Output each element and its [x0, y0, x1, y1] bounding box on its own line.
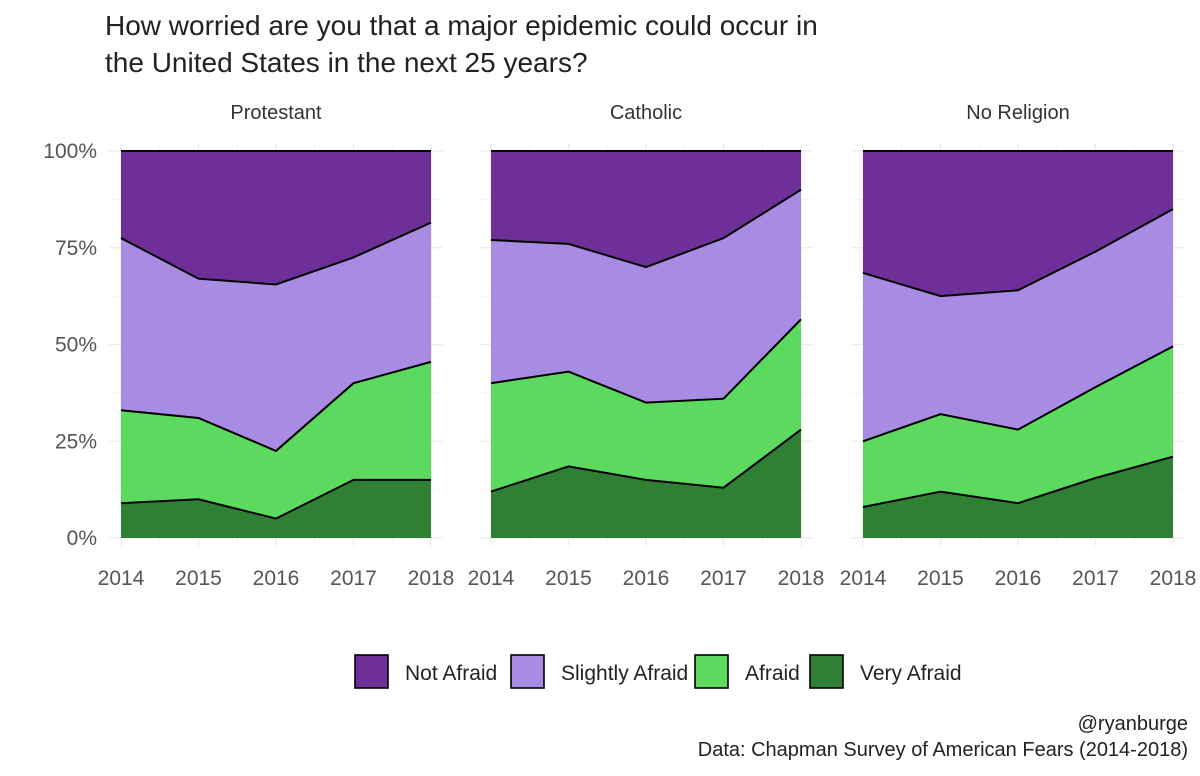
area-very-afraid [863, 456, 1173, 538]
boundary-line-very-afraid [120, 478, 431, 520]
x-tick-label: 2016 [623, 567, 670, 590]
area-very-afraid [491, 429, 801, 538]
boundary-line-afraid [490, 318, 802, 404]
boundary-line-very-afraid [862, 455, 1174, 508]
caption-source: Data: Chapman Survey of American Fears (… [698, 739, 1188, 761]
x-tick-label: 2016 [253, 567, 300, 590]
legend-swatch-slightly-afraid [510, 654, 545, 689]
legend-item-afraid: Afraid [694, 654, 800, 689]
areas [490, 150, 802, 538]
area-slightly-afraid [863, 209, 1173, 442]
area-slightly-afraid [491, 189, 801, 403]
boundary-line-very-afraid [490, 428, 802, 493]
boundary-line-afraid [120, 360, 432, 453]
chart-title-line-1: How worried are you that a major epidemi… [105, 10, 818, 41]
boundary-line-slightly-afraid [120, 221, 432, 286]
legend-label-slightly-afraid: Slightly Afraid [561, 662, 688, 685]
x-tick-label: 2014 [468, 567, 515, 590]
x-tick-label: 2016 [995, 567, 1042, 590]
x-tick-label: 2014 [98, 567, 145, 590]
y-tick-label: 100% [43, 140, 97, 163]
area-not-afraid [863, 151, 1173, 297]
legend-label-not-afraid: Not Afraid [405, 662, 497, 685]
boundary-line-afraid [862, 345, 1174, 443]
facet-panel-catholic: Catholic 2014 2015 2016 2017 2018 [468, 102, 825, 590]
x-tick-label: 2014 [840, 567, 887, 590]
y-tick-label: 50% [55, 334, 97, 357]
x-tick-label: 2015 [917, 567, 964, 590]
boundary-line-slightly-afraid [490, 188, 802, 269]
x-tick-label: 2017 [700, 567, 747, 590]
chart-title-line-2: the United States in the next 25 years? [105, 47, 588, 78]
legend-label-afraid: Afraid [745, 662, 800, 685]
facet-label-catholic: Catholic [610, 102, 682, 124]
x-tick-label: 2017 [1072, 567, 1119, 590]
facet-panels: Protestant 2014 2015 2016 2017 2018 0% 25% 50% 75… [43, 102, 1196, 590]
legend: Not Afraid Slightly Afraid Afraid Very Afra… [354, 654, 962, 689]
facet-panel-protestant: Protestant 2014 2015 2016 2017 2018 0% 25% 50% 75… [43, 102, 454, 590]
legend-item-very-afraid: Very Afraid [809, 654, 962, 689]
x-tick-label: 2015 [545, 567, 592, 590]
areas [862, 150, 1174, 538]
area-very-afraid [121, 479, 431, 538]
x-tick-label: 2018 [408, 567, 455, 590]
legend-swatch-afraid [694, 654, 729, 689]
caption-handle: @ryanburge [1078, 713, 1188, 735]
area-afraid [863, 346, 1173, 507]
x-tick-label: 2018 [778, 567, 825, 590]
legend-item-slightly-afraid: Slightly Afraid [510, 654, 688, 689]
legend-label-very-afraid: Very Afraid [860, 662, 962, 685]
legend-item-not-afraid: Not Afraid [354, 654, 497, 689]
facet-panel-no-religion: No Religion 2014 2015 2016 2017 2018 [840, 102, 1197, 590]
y-tick-label: 25% [55, 430, 97, 453]
area-not-afraid [121, 151, 431, 285]
legend-swatch-very-afraid [809, 654, 844, 689]
x-tick-label: 2017 [330, 567, 377, 590]
boundary-line-slightly-afraid [862, 208, 1174, 298]
facet-label-no-religion: No Religion [966, 102, 1069, 124]
areas [120, 150, 432, 538]
y-tick-label: 0% [67, 527, 97, 550]
area-afraid [491, 319, 801, 492]
x-tick-label: 2018 [1150, 567, 1197, 590]
y-tick-label: 75% [55, 237, 97, 260]
x-tick-label: 2015 [175, 567, 222, 590]
legend-swatch-not-afraid [354, 654, 389, 689]
facet-label-protestant: Protestant [230, 102, 322, 124]
